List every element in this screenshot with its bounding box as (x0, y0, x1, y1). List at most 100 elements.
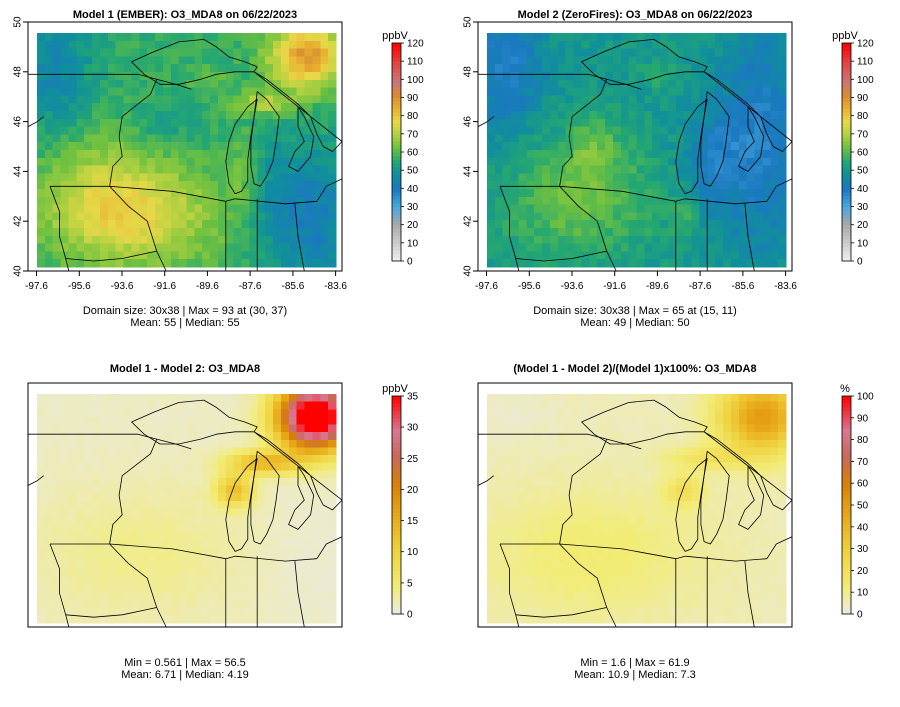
heatmap-cell (589, 447, 598, 456)
heatmap-cell (597, 95, 606, 104)
heatmap-cell (691, 432, 701, 441)
heatmap-cell (265, 150, 274, 159)
heatmap-cell (44, 111, 54, 120)
heatmap-cell (746, 424, 756, 433)
heatmap-cell (612, 95, 622, 104)
heatmap-cell (84, 243, 93, 252)
heatmap-cell (683, 432, 693, 441)
heatmap-cell (44, 150, 54, 159)
heatmap-cell (170, 243, 180, 252)
heatmap-cell (202, 134, 211, 143)
heatmap-cell (241, 142, 251, 151)
heatmap-cell (644, 33, 653, 42)
heatmap-cell (233, 87, 243, 96)
heatmap-cell (265, 615, 274, 624)
heatmap-cell (542, 531, 551, 540)
heatmap-cell (675, 508, 685, 517)
heatmap-cell (620, 523, 630, 532)
heatmap-cell (683, 87, 693, 96)
heatmap-cell (620, 165, 630, 174)
heatmap-cell (730, 150, 740, 159)
heatmap-cell (597, 439, 606, 449)
heatmap-cell (502, 546, 512, 555)
heatmap-cell (37, 235, 46, 245)
colorbar-swatch (842, 559, 851, 564)
heatmap-cell (115, 401, 125, 410)
heatmap-cell (502, 508, 512, 517)
heatmap-cell (288, 165, 298, 174)
heatmap-cell (644, 523, 653, 532)
heatmap-cell (549, 554, 559, 563)
heatmap-cell (762, 150, 771, 159)
heatmap-cell (675, 212, 685, 221)
heatmap-cell (123, 577, 133, 586)
heatmap-cell (68, 181, 77, 190)
heatmap-cell (518, 220, 527, 229)
heatmap-cell (715, 577, 724, 586)
heatmap-cell (573, 56, 583, 65)
heatmap-cell (304, 103, 313, 112)
heatmap-cell (304, 607, 313, 616)
heatmap-cell (123, 539, 133, 548)
heatmap-cell (494, 40, 504, 50)
heatmap-cell (565, 546, 575, 555)
heatmap-cell (699, 87, 708, 96)
heatmap-cell (210, 554, 219, 563)
heatmap-cell (265, 48, 274, 57)
heatmap-cell (202, 95, 211, 104)
heatmap-cell (730, 561, 740, 571)
heatmap-cell (691, 134, 701, 143)
heatmap-cell (178, 126, 188, 135)
heatmap-cell (52, 531, 62, 540)
heatmap-cell (762, 600, 771, 609)
heatmap-cell (84, 157, 93, 167)
heatmap-cell (249, 439, 258, 449)
heatmap-cell (683, 416, 693, 426)
heatmap-cell (534, 493, 543, 502)
heatmap-cell (699, 157, 708, 167)
colorbar-swatch (392, 242, 401, 247)
heatmap-cell (573, 118, 583, 128)
heatmap-cell (178, 539, 188, 548)
heatmap-cell (288, 508, 298, 517)
heatmap-cell (304, 150, 313, 159)
heatmap-cell (131, 220, 140, 229)
heatmap-cell (233, 409, 243, 418)
heatmap-cell (667, 455, 677, 464)
heatmap-cell (715, 103, 724, 112)
heatmap-cell (730, 409, 740, 418)
heatmap-cell (770, 600, 779, 609)
heatmap-cell (691, 394, 701, 403)
heatmap-cell (241, 40, 251, 50)
heatmap-cell (487, 432, 496, 441)
heatmap-cell (542, 189, 551, 198)
colorbar-tick-label: 30 (857, 202, 869, 213)
heatmap-cell (605, 259, 614, 268)
y-tick-label: 50 (463, 16, 474, 28)
heatmap-cell (549, 432, 559, 441)
heatmap-cell (518, 95, 527, 104)
heatmap-cell (225, 165, 235, 174)
heatmap-cell (707, 607, 716, 616)
heatmap-cell (542, 470, 551, 479)
heatmap-cell (660, 126, 669, 135)
heatmap-cell (534, 561, 543, 571)
colorbar-tick-label: 20 (407, 220, 419, 231)
heatmap-cell (44, 523, 54, 532)
heatmap-cell (225, 607, 235, 616)
colorbar-swatch (392, 530, 401, 535)
heatmap-cell (557, 48, 567, 57)
colorbar-swatch (842, 257, 851, 262)
heatmap-cell (304, 196, 313, 206)
heatmap-cell (660, 40, 669, 50)
heatmap-cell (170, 470, 180, 479)
heatmap-cell (581, 103, 590, 112)
heatmap-cell (186, 173, 195, 182)
heatmap-cell (210, 394, 219, 403)
heatmap-cell (328, 142, 337, 151)
heatmap-cell (691, 173, 701, 182)
heatmap-cell (178, 235, 188, 245)
heatmap-cell (107, 64, 117, 73)
heatmap-cell (526, 600, 535, 609)
